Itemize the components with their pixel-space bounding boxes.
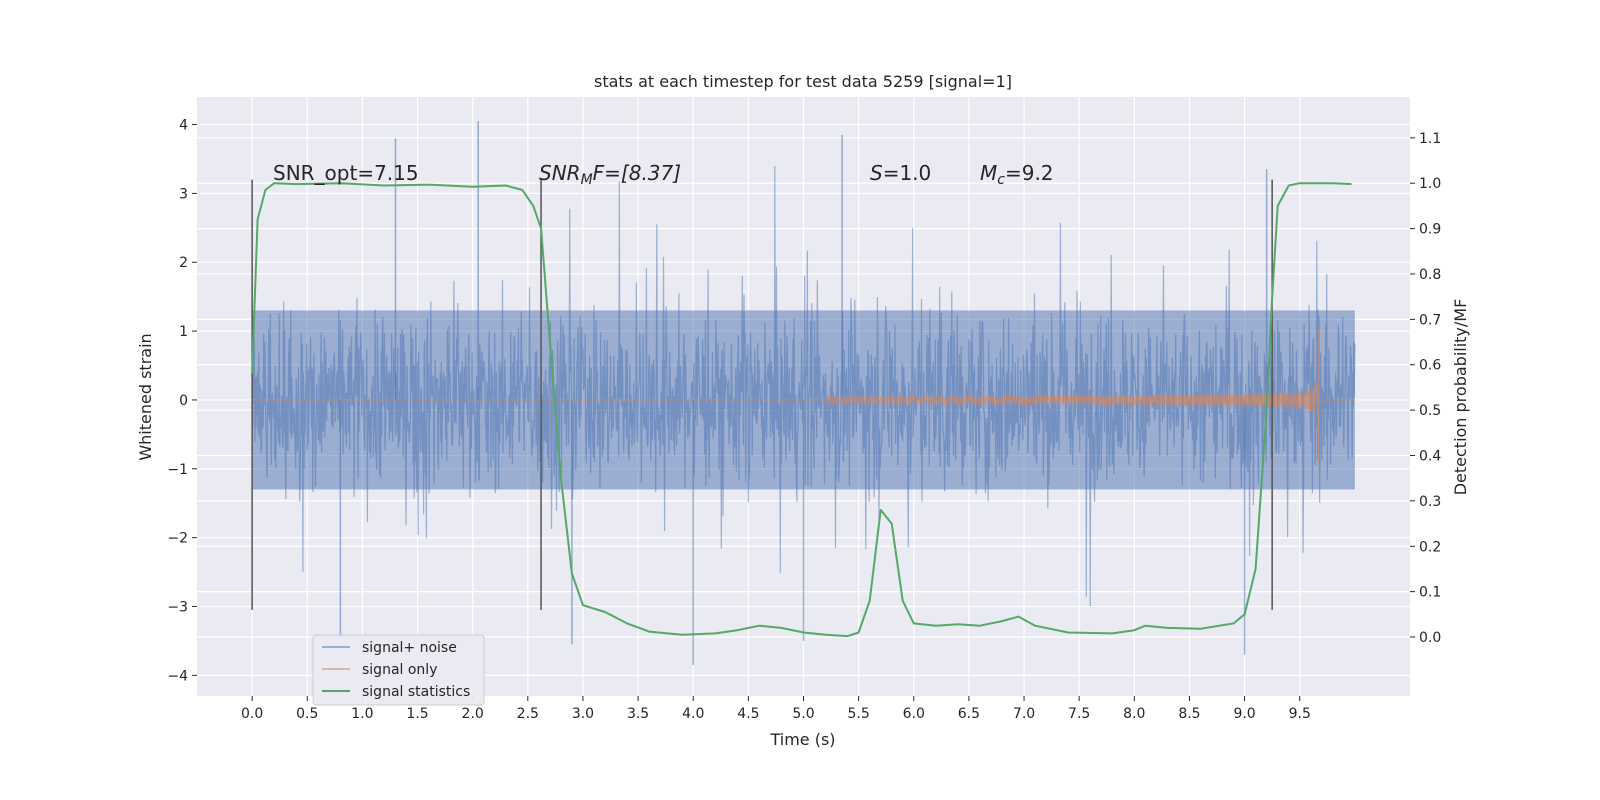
y2-tick-label: 0.6 [1419, 358, 1441, 374]
y2-tick-label: 0.5 [1419, 403, 1441, 419]
y2-tick-label: 0.0 [1419, 630, 1441, 646]
annotation-snr-mf-rest: F=[8.37] [593, 161, 681, 185]
y2-tick-label: 0.7 [1419, 312, 1441, 328]
x-tick-label: 3.5 [627, 706, 649, 722]
legend-label-signal: signal only [362, 662, 437, 678]
vertical-markers [251, 179, 1273, 610]
x-tick-label: 5.0 [792, 706, 814, 722]
annotation-mc-label: M [980, 161, 997, 185]
y-tick-label: −3 [167, 599, 188, 615]
x-axis-label: Time (s) [769, 730, 835, 749]
x-tick-label: 7.0 [1013, 706, 1035, 722]
annotation-snr-mf-sub: M [581, 172, 593, 188]
y2-tick-label: 1.1 [1419, 131, 1441, 147]
x-tick-label: 1.5 [406, 706, 428, 722]
y-tick-label: −1 [167, 462, 188, 478]
y2-tick-label: 0.1 [1419, 585, 1441, 601]
y2-tick-label: 0.9 [1419, 222, 1441, 238]
y-tick-label: 1 [179, 324, 188, 340]
annotation-mc-sub: c [997, 172, 1005, 188]
x-ticks: 0.0 0.5 1.0 1.5 2.0 2.5 3.0 3.5 4.0 4.5 5.0 5.5 6.0 6… [241, 696, 1311, 722]
y-tick-label: 4 [179, 118, 188, 134]
y-tick-label: −2 [167, 531, 188, 547]
chart-title: stats at each timestep for test data 525… [594, 72, 1012, 91]
x-tick-label: 8.5 [1178, 706, 1200, 722]
x-tick-label: 0.0 [241, 706, 263, 722]
annotation-s: S=1.0 [870, 161, 931, 185]
annotation-s-value: =1.0 [883, 161, 932, 185]
x-tick-label: 4.5 [737, 706, 759, 722]
annotation-snr-mf-base: SNR [539, 161, 581, 185]
y2-tick-label: 0.2 [1419, 539, 1441, 555]
x-tick-label: 2.5 [517, 706, 539, 722]
y-tick-label: 2 [179, 255, 188, 271]
y2-tick-label: 1.0 [1419, 176, 1441, 192]
annotation-snr-opt: SNR_opt=7.15 [273, 161, 419, 185]
legend-label-stats: signal statistics [362, 684, 470, 700]
annotation-mc-value: =9.2 [1005, 161, 1054, 185]
signal-chirp [825, 382, 1319, 418]
x-tick-label: 1.0 [351, 706, 373, 722]
y-tick-label: 3 [179, 186, 188, 202]
y2-tick-label: 0.8 [1419, 267, 1441, 283]
x-tick-label: 5.5 [848, 706, 870, 722]
x-tick-label: 6.0 [903, 706, 925, 722]
y2-tick-label: 0.4 [1419, 448, 1441, 464]
y-ticks: 4 3 2 1 0 −1 −2 −3 −4 [167, 118, 197, 684]
legend: signal+ noise signal only signal statist… [312, 634, 485, 706]
x-tick-label: 6.5 [958, 706, 980, 722]
stats-line [251, 182, 1352, 638]
x-tick-label: 8.0 [1123, 706, 1145, 722]
annotation-snr-mf: SNRMF=[8.37] [539, 161, 681, 188]
x-tick-label: 9.0 [1233, 706, 1255, 722]
x-tick-label: 0.5 [296, 706, 318, 722]
x-tick-label: 9.5 [1289, 706, 1311, 722]
annotation-mc: Mc=9.2 [980, 161, 1054, 188]
y2-tick-label: 0.3 [1419, 494, 1441, 510]
x-tick-label: 7.5 [1068, 706, 1090, 722]
y-axis-label: Whitened strain [136, 333, 155, 460]
annotation-s-label: S [870, 161, 883, 185]
y2-axis-label: Detection probability/MF [1451, 299, 1470, 496]
x-tick-label: 3.0 [572, 706, 594, 722]
y-tick-label: −4 [167, 668, 188, 684]
legend-box [312, 634, 485, 706]
y2-ticks: 1.1 1.0 0.9 0.8 0.7 0.6 0.5 0.4 0.3 0.2 0.1 0.0 [1410, 131, 1441, 646]
x-tick-label: 2.0 [462, 706, 484, 722]
x-tick-label: 4.0 [682, 706, 704, 722]
stats-series [251, 182, 1352, 638]
legend-label-noise: signal+ noise [362, 640, 457, 656]
y-tick-label: 0 [179, 393, 188, 409]
signal-series [252, 327, 1355, 466]
